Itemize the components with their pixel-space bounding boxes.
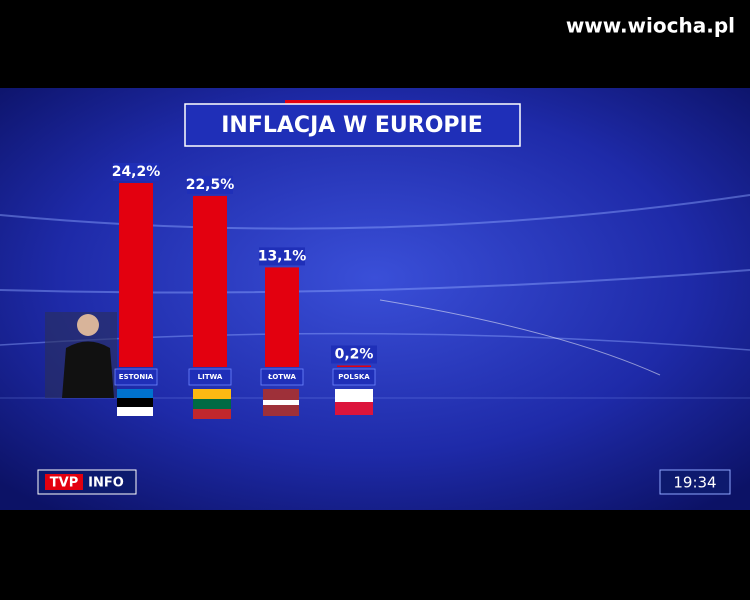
value-label-box	[331, 345, 377, 364]
value-label: 24,2%	[112, 164, 161, 180]
category-box	[260, 368, 304, 386]
title-box	[184, 103, 521, 147]
bar	[193, 195, 227, 367]
flag-estonia	[117, 389, 153, 416]
flags	[117, 389, 373, 419]
value-label: 22,5%	[186, 177, 235, 193]
value-label-box	[259, 247, 305, 266]
value-label-box	[187, 175, 233, 194]
clock-box	[659, 469, 731, 495]
category-label: ŁOTWA	[267, 373, 296, 381]
category-label: ESTONIA	[119, 373, 154, 381]
title-accent	[285, 100, 420, 104]
logo-right: INFO	[88, 476, 124, 491]
logo-red	[45, 474, 83, 490]
value-label: 13,1%	[258, 248, 307, 264]
flag-lithuania	[193, 389, 231, 419]
interpreter	[45, 312, 117, 398]
value-label: 0,2%	[335, 346, 374, 362]
bar	[119, 183, 153, 367]
clock: 19:34	[673, 474, 716, 492]
category-box	[188, 368, 232, 386]
logo-left: TVP	[50, 476, 78, 491]
chart-title: INFLACJA W EUROPIE	[221, 113, 483, 138]
flag-latvia	[263, 389, 299, 416]
watermark: www.wiocha.pl	[566, 14, 735, 38]
category-label: POLSKA	[338, 373, 370, 381]
studio-background	[0, 88, 750, 510]
category-box	[332, 368, 376, 386]
bar	[265, 267, 299, 367]
flag-poland	[335, 389, 373, 415]
value-label-box	[113, 163, 159, 181]
bar	[337, 365, 371, 367]
category-label: LITWA	[198, 373, 223, 381]
category-box	[114, 368, 158, 386]
